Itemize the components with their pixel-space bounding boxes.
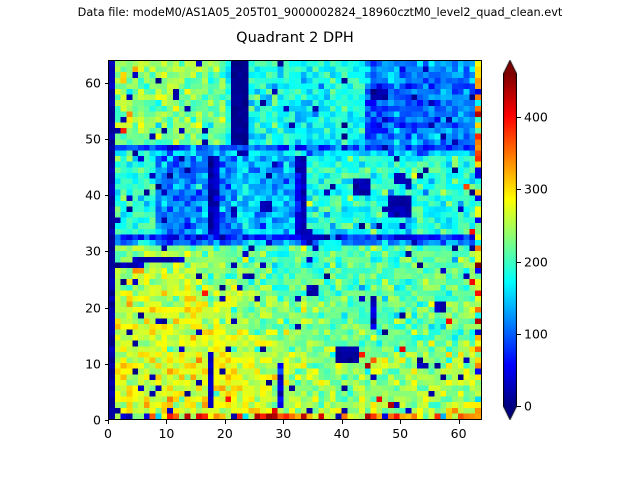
y-tick-label: 20 <box>85 300 101 315</box>
colorbar <box>503 60 517 420</box>
x-tick-mark <box>283 420 285 424</box>
y-tick-mark <box>104 138 108 140</box>
colorbar-tick-label: 200 <box>524 254 548 270</box>
heatmap-axes <box>108 60 482 420</box>
y-tick-mark <box>104 420 108 421</box>
colorbar-tick-mark <box>517 117 521 119</box>
x-tick-mark <box>166 420 168 424</box>
x-tick-mark <box>108 420 109 424</box>
colorbar-tick-label: 0 <box>524 398 532 414</box>
y-tick-mark <box>104 363 108 365</box>
x-tick-label: 60 <box>450 426 467 441</box>
colorbar-tick-label: 400 <box>524 109 548 125</box>
x-tick-label: 40 <box>333 426 350 441</box>
y-tick-mark <box>104 195 108 196</box>
heatmap-image <box>109 61 481 419</box>
colorbar-tick-mark <box>517 261 521 263</box>
x-tick-label: 0 <box>104 426 112 441</box>
colorbar-tick-mark <box>517 189 521 191</box>
x-tick-mark <box>458 420 460 424</box>
colorbar-tick-label: 100 <box>524 326 548 342</box>
x-tick-label: 10 <box>158 426 175 441</box>
colorbar-tick-mark <box>517 333 521 335</box>
y-tick-label: 10 <box>85 356 101 372</box>
y-tick-label: 60 <box>85 75 101 90</box>
y-tick-label: 50 <box>85 131 101 147</box>
y-tick-label: 0 <box>93 412 101 428</box>
y-tick-mark <box>104 307 108 309</box>
x-tick-mark <box>341 420 343 424</box>
plot-title: Quadrant 2 DPH <box>236 30 354 46</box>
colorbar-tick-mark <box>517 406 521 407</box>
x-tick-label: 30 <box>275 426 292 441</box>
x-tick-label: 50 <box>392 426 409 441</box>
colorbar-gradient <box>503 60 517 420</box>
y-tick-label: 40 <box>85 187 101 203</box>
y-tick-mark <box>104 251 108 253</box>
data-file-label: Data file: modeM0/AS1A05_205T01_90000028… <box>77 6 563 19</box>
x-tick-label: 20 <box>216 426 233 441</box>
x-tick-mark <box>400 420 402 424</box>
x-tick-mark <box>224 420 226 424</box>
y-tick-label: 30 <box>85 243 101 259</box>
colorbar-tick-label: 300 <box>524 181 548 197</box>
y-tick-mark <box>104 82 108 84</box>
